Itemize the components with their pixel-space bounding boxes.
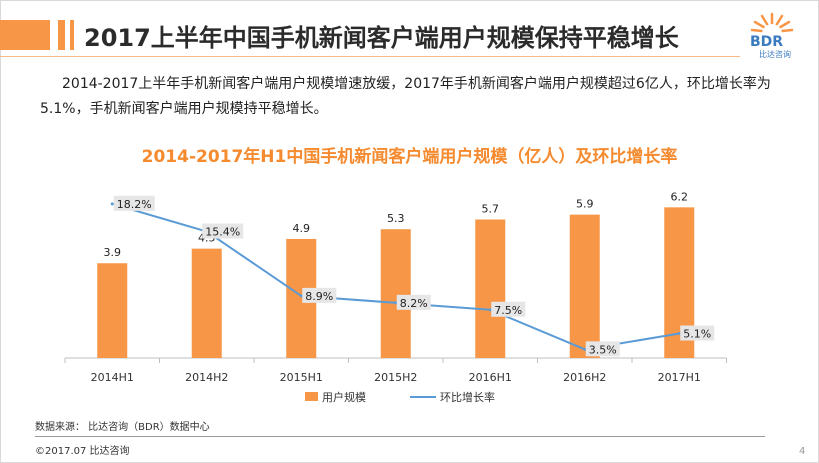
line-value-label: 18.2% xyxy=(117,198,152,211)
bar-value-label: 5.3 xyxy=(387,212,405,225)
x-tick-label: 2014H1 xyxy=(91,371,134,384)
bar xyxy=(97,263,128,358)
x-tick-label: 2015H2 xyxy=(374,371,417,384)
copyright: ©2017.07 比达咨询 xyxy=(35,446,130,457)
line-value-label: 8.9% xyxy=(305,290,333,303)
legend-swatch-bar xyxy=(305,392,318,401)
line-point xyxy=(583,347,587,351)
data-source: 数据来源： 比达咨询（BDR）数据中心 xyxy=(35,422,210,433)
x-tick-label: 2015H1 xyxy=(280,371,323,384)
title-underline xyxy=(0,56,740,57)
line-label-box xyxy=(680,325,715,341)
logo-subtext: 比达咨询 xyxy=(759,50,791,59)
bar xyxy=(191,248,222,358)
line-point xyxy=(110,202,114,206)
line-label-box xyxy=(302,287,337,303)
x-tick-label: 2017H1 xyxy=(658,371,701,384)
line-value-label: 5.1% xyxy=(683,328,711,341)
line-label-box xyxy=(585,341,620,357)
line-label-box xyxy=(202,223,244,239)
bdr-logo: BDR 比达咨询 xyxy=(742,8,802,59)
x-tick-label: 2014H2 xyxy=(185,371,228,384)
line-label-box xyxy=(491,301,526,317)
page-title: 2017上半年中国手机新闻客户端用户规模保持平稳增长 xyxy=(84,24,679,52)
bar xyxy=(569,214,600,358)
x-tick-label: 2016H2 xyxy=(563,371,606,384)
line-value-label: 3.5% xyxy=(589,343,617,356)
line-label-box xyxy=(113,195,155,211)
x-tick-label: 2016H1 xyxy=(469,371,512,384)
title-accent-stripe xyxy=(70,20,74,50)
logo-sunburst-icon xyxy=(750,12,794,44)
line-label-box xyxy=(396,294,431,310)
line-point xyxy=(677,332,681,336)
page-number: 4 xyxy=(799,446,806,457)
line-point xyxy=(488,308,492,312)
legend-label-bar: 用户规模 xyxy=(322,390,366,404)
bar xyxy=(380,229,411,358)
logo-text: BDR xyxy=(750,34,784,50)
bar-value-label: 5.9 xyxy=(576,198,594,211)
title-bar: 2017上半年中国手机新闻客户端用户规模保持平稳增长 xyxy=(0,14,819,58)
line-point xyxy=(299,294,303,298)
description-text: 2014-2017上半年手机新闻客户端用户规模增速放缓，2017年手机新闻客户端… xyxy=(40,76,771,117)
bar xyxy=(475,219,506,358)
bar-value-label: 3.9 xyxy=(104,246,122,259)
chart-title: 2014-2017年H1中国手机新闻客户端用户规模（亿人）及环比增长率 xyxy=(141,147,678,167)
title-accent-bar xyxy=(0,20,50,50)
bar-value-label: 6.2 xyxy=(671,190,689,203)
line-point xyxy=(394,301,398,305)
line-value-label: 7.5% xyxy=(494,304,522,317)
title-accent-stripe xyxy=(58,20,65,50)
line-value-label: 15.4% xyxy=(205,226,240,239)
bar-value-label: 4.9 xyxy=(293,222,311,235)
footer-divider xyxy=(35,436,765,437)
legend-label-line: 环比增长率 xyxy=(440,390,495,404)
bar-value-label: 5.7 xyxy=(482,202,500,215)
line-value-label: 8.2% xyxy=(400,297,428,310)
